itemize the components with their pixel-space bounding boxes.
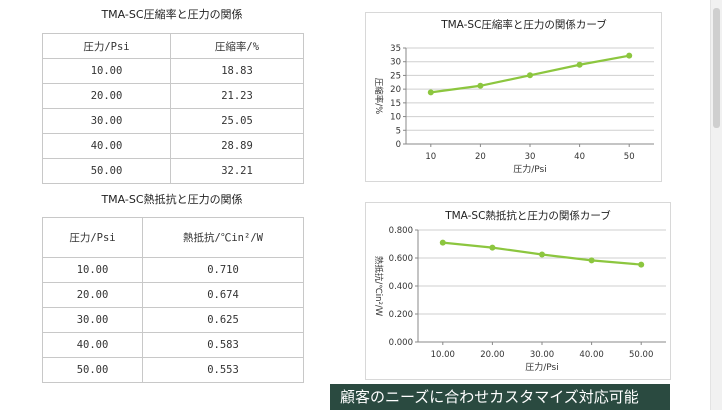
- x-tick-label: 10.00: [431, 350, 455, 360]
- table-cell: 50.00: [42, 158, 171, 184]
- data-point: [439, 239, 446, 246]
- table-row: 20.00 0.674: [42, 282, 304, 308]
- x-tick-label: 30: [525, 152, 536, 162]
- table-cell: 0.583: [142, 332, 304, 358]
- y-tick-label: 0.600: [389, 254, 413, 264]
- chart-title: TMA-SC圧縮率と圧力の関係カーブ: [440, 18, 607, 31]
- table-row: 40.00 0.583: [42, 332, 304, 358]
- table-cell: 25.05: [170, 108, 304, 134]
- data-point: [527, 72, 533, 79]
- table-cell: 21.23: [170, 83, 304, 109]
- thermal-resistance-chart: TMA-SC熱抵抗と圧力の関係カーブ 0.000 0.200 0.400 0.600 0.…: [365, 202, 671, 380]
- y-tick-label: 10: [390, 113, 401, 123]
- x-axis-label: 圧力/Psi: [525, 361, 559, 373]
- table-row: 10.00 18.83: [42, 58, 304, 84]
- table-cell: 20.00: [42, 282, 143, 308]
- data-point: [477, 82, 484, 89]
- data-point: [588, 257, 595, 264]
- thermal-resistance-table: 圧力/Psi 熱抵抗/℃in²/W 10.00 0.710 20.00 0.67…: [42, 217, 304, 383]
- table-row: 30.00 25.05: [42, 108, 304, 134]
- x-tick-label: 40: [574, 152, 585, 162]
- customization-banner: 顧客のニーズに合わせカスタマイズ対応可能: [330, 384, 670, 410]
- column-header: 圧縮率/%: [170, 33, 304, 59]
- data-point: [489, 244, 496, 251]
- column-header: 熱抵抗/℃in²/W: [142, 217, 304, 258]
- column-header: 圧力/Psi: [42, 217, 143, 258]
- x-tick-label: 50: [624, 152, 635, 162]
- x-tick-label: 10: [425, 152, 436, 162]
- thermal-resistance-chart-svg: TMA-SC熱抵抗と圧力の関係カーブ 0.000 0.200 0.400 0.600 0.…: [373, 209, 666, 373]
- y-tick-label: 0: [396, 140, 401, 150]
- table-row: 10.00 0.710: [42, 257, 304, 283]
- y-axis-label: 熱抵抗/℃in²/W: [373, 256, 384, 317]
- table-cell: 40.00: [42, 332, 143, 358]
- x-tick-label: 30.00: [530, 350, 554, 360]
- table-cell: 0.625: [142, 307, 304, 333]
- x-tick-label: 20.00: [480, 350, 504, 360]
- table-cell: 50.00: [42, 357, 143, 383]
- table-row: 20.00 21.23: [42, 83, 304, 109]
- data-point: [539, 251, 545, 258]
- x-axis-label: 圧力/Psi: [513, 163, 547, 175]
- data-point: [626, 52, 633, 59]
- y-tick-label: 25: [390, 71, 401, 81]
- table-cell: 40.00: [42, 133, 171, 159]
- y-tick-label: 35: [390, 44, 401, 54]
- data-point: [427, 89, 434, 96]
- y-tick-label: 5: [396, 126, 401, 136]
- table-cell: 0.553: [142, 357, 304, 383]
- x-tick-label: 50.00: [629, 350, 653, 360]
- table-row: 50.00 32.21: [42, 158, 304, 184]
- compression-table: 圧力/Psi 圧縮率/% 10.00 18.83 20.00 21.23 30.…: [42, 33, 304, 184]
- table-cell: 0.674: [142, 282, 304, 308]
- table-cell: 18.83: [170, 58, 304, 84]
- table-row: 40.00 28.89: [42, 133, 304, 159]
- table-cell: 30.00: [42, 108, 171, 134]
- table-cell: 0.710: [142, 257, 304, 283]
- y-tick-label: 0.000: [389, 338, 413, 348]
- table-header-row: 圧力/Psi 圧縮率/%: [42, 33, 304, 59]
- y-tick-label: 0.800: [389, 226, 413, 236]
- y-tick-label: 0.200: [389, 310, 413, 320]
- scrollbar-thumb[interactable]: [713, 8, 720, 128]
- table2-title: TMA-SC熱抵抗と圧力の関係: [101, 193, 243, 206]
- table-row: 30.00 0.625: [42, 307, 304, 333]
- table-cell: 10.00: [42, 257, 143, 283]
- table-cell: 10.00: [42, 58, 171, 84]
- x-tick-label: 40.00: [579, 350, 603, 360]
- y-axis-label: 圧縮率/%: [373, 78, 384, 114]
- y-tick-label: 30: [390, 58, 401, 68]
- x-tick-label: 20: [475, 152, 486, 162]
- y-tick-label: 15: [390, 99, 401, 109]
- table-cell: 30.00: [42, 307, 143, 333]
- column-header: 圧力/Psi: [42, 33, 171, 59]
- table1-title: TMA-SC圧縮率と圧力の関係: [101, 8, 243, 21]
- y-tick-label: 20: [390, 85, 401, 95]
- chart-title: TMA-SC熱抵抗と圧力の関係カーブ: [444, 209, 611, 222]
- table-cell: 32.21: [170, 158, 304, 184]
- table-header-row: 圧力/Psi 熱抵抗/℃in²/W: [42, 217, 304, 258]
- vertical-scrollbar[interactable]: [710, 0, 722, 410]
- data-point: [638, 261, 645, 268]
- data-point: [576, 61, 583, 68]
- compression-chart: TMA-SC圧縮率と圧力の関係カーブ 0 5 10 15 20 25 30 35 10 20 30 40…: [365, 12, 662, 182]
- table-cell: 28.89: [170, 133, 304, 159]
- table-row: 50.00 0.553: [42, 357, 304, 383]
- compression-chart-svg: TMA-SC圧縮率と圧力の関係カーブ 0 5 10 15 20 25 30 35 10 20 30 40…: [373, 18, 654, 175]
- table-cell: 20.00: [42, 83, 171, 109]
- y-tick-label: 0.400: [389, 282, 413, 292]
